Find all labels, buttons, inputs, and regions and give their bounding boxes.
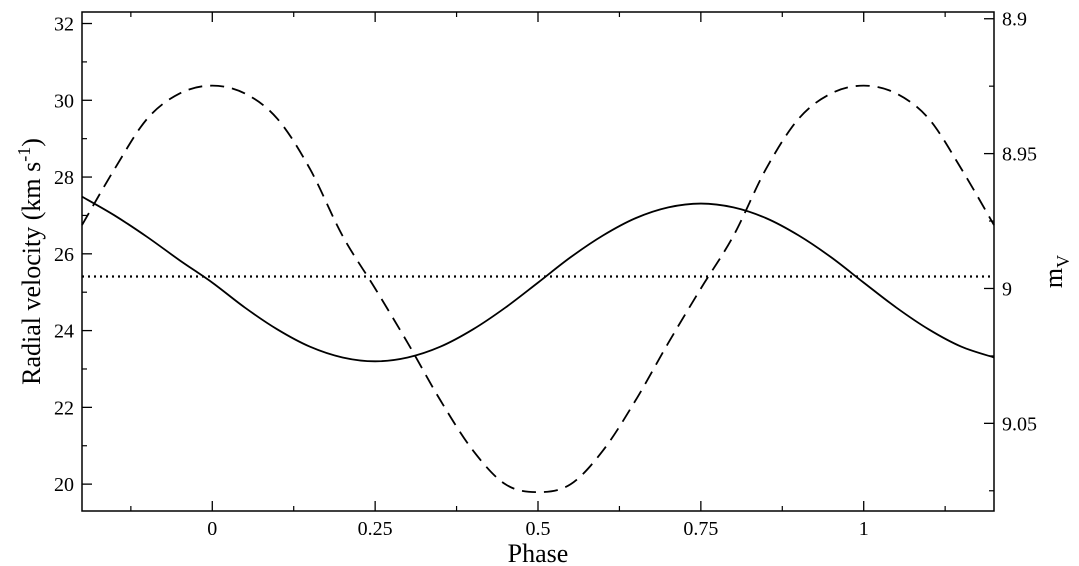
x-axis-title: Phase xyxy=(508,539,569,566)
x-tick-label: 0.25 xyxy=(358,518,393,540)
left-y-axis-title-superscript: -1 xyxy=(14,147,34,162)
right-y-axis-title-subscript: V xyxy=(1053,255,1073,268)
x-tick-label: 0 xyxy=(207,518,217,540)
plot-frame xyxy=(81,11,995,512)
right-y-tick-label: 8.95 xyxy=(1002,144,1037,166)
axis-ticks xyxy=(82,12,994,511)
left-y-axis-title-main: Radial velocity (km s xyxy=(17,162,46,385)
axis-tick-labels: 0 0.25 0.5 0.75 1 20 22 24 26 28 30 32 8.9 8.95 9 9.05 xyxy=(54,9,1037,540)
series-line-solid xyxy=(81,195,995,363)
x-tick-label: 0.75 xyxy=(683,518,718,540)
left-y-tick-label: 32 xyxy=(54,14,74,36)
x-tick-label: 0.5 xyxy=(526,518,551,540)
plot-lines xyxy=(81,84,995,494)
left-y-axis-title: Radial velocity (km s-1) xyxy=(14,138,46,385)
right-y-tick-label: 9.05 xyxy=(1002,413,1037,435)
right-y-axis-title-main: m xyxy=(1039,268,1068,288)
right-y-tick-label: 8.9 xyxy=(1002,9,1027,31)
left-y-tick-label: 30 xyxy=(54,90,74,112)
left-y-tick-label: 24 xyxy=(54,321,74,343)
right-y-tick-label: 9 xyxy=(1002,278,1012,300)
left-y-axis-title-tail: ) xyxy=(17,138,46,147)
left-y-tick-label: 26 xyxy=(54,244,74,266)
left-y-tick-label: 28 xyxy=(54,167,74,189)
series-line-dashed xyxy=(81,84,995,494)
x-tick-label: 1 xyxy=(859,518,869,540)
left-y-tick-label: 20 xyxy=(54,474,74,496)
right-y-axis-title: mV xyxy=(1039,255,1073,288)
left-y-tick-label: 22 xyxy=(54,397,74,419)
